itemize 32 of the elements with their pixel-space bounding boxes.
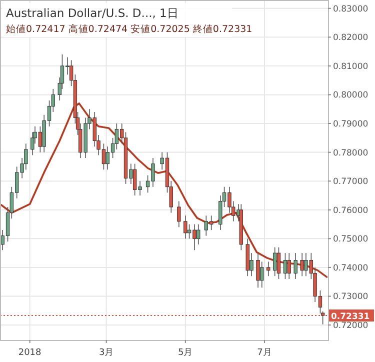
candlestick bbox=[300, 252, 304, 276]
x-tick-label: 3月 bbox=[98, 348, 114, 358]
text: Australian Dollar/U.S. D..., 1日 bbox=[6, 6, 179, 20]
y-tick-label: 0.80000 bbox=[333, 90, 368, 101]
candlestick bbox=[266, 261, 270, 276]
candlestick bbox=[177, 200, 181, 228]
x-tick-label: 7月 bbox=[257, 348, 272, 358]
y-tick-label: 0.78000 bbox=[333, 148, 368, 158]
line-series bbox=[0, 102, 328, 278]
candlestick bbox=[276, 246, 281, 280]
y-tick-label: 0.81000 bbox=[333, 62, 368, 72]
x-tick-label: 2018 bbox=[18, 348, 42, 358]
y-tick-label: 0.83000 bbox=[333, 4, 368, 14]
candlestick bbox=[256, 252, 260, 288]
candlestick bbox=[260, 261, 264, 288]
y-tick-label: 0.74000 bbox=[333, 263, 368, 274]
y-tick-label: 0.77000 bbox=[333, 177, 368, 188]
y-tick-label: 0.82000 bbox=[333, 33, 368, 44]
candlestick bbox=[294, 252, 298, 280]
text: 始値0.72417 高値0.72474 安値0.72025 終値0.72331 bbox=[6, 23, 252, 35]
y-tick-label: 0.72000 bbox=[333, 321, 368, 332]
ref-line-label: 0.72331 bbox=[331, 312, 370, 322]
candlestick bbox=[287, 252, 291, 280]
y-tick-label: 0.79000 bbox=[333, 120, 368, 130]
candlestick bbox=[184, 215, 188, 240]
candlestick bbox=[272, 246, 277, 276]
x-tick-label: 5月 bbox=[178, 348, 193, 358]
candlestick bbox=[283, 252, 288, 280]
y-tick-label: 0.75000 bbox=[333, 234, 368, 245]
candlestick bbox=[196, 224, 200, 245]
y-tick-label: 0.76000 bbox=[333, 206, 368, 216]
y-tick-label: 0.73000 bbox=[333, 292, 368, 302]
